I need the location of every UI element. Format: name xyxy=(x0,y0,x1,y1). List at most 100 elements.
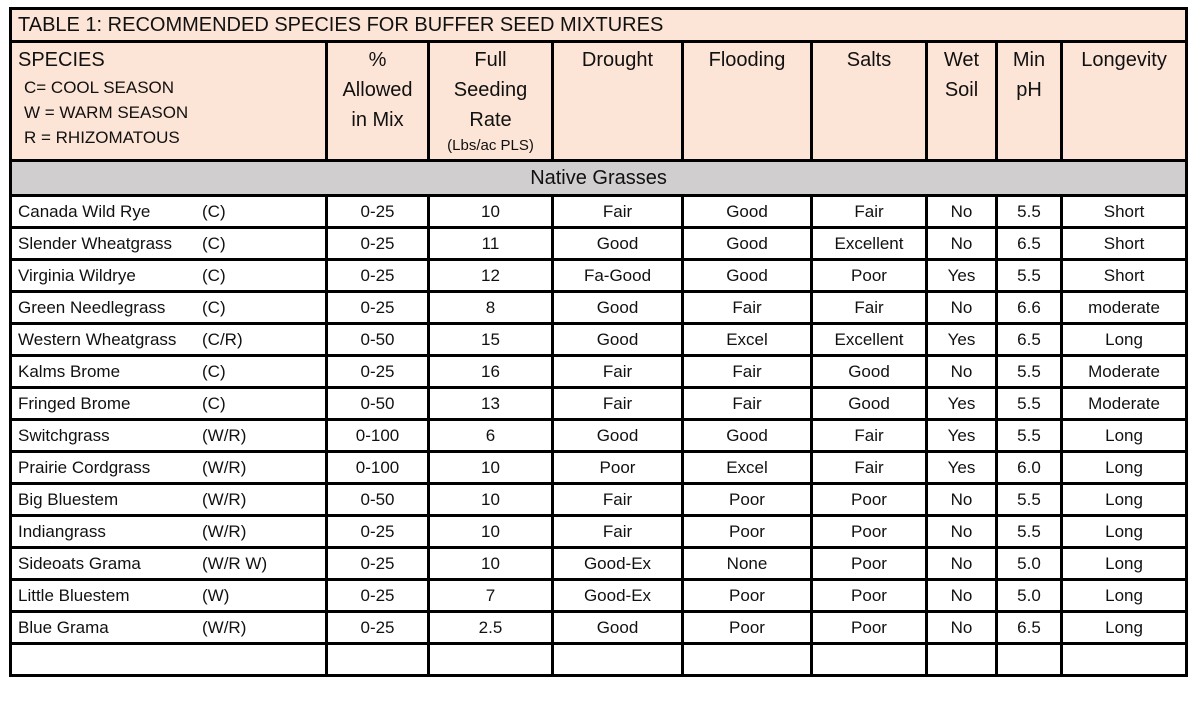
empty-cell xyxy=(325,642,430,677)
cell-rate: 10 xyxy=(427,194,554,229)
header-line: pH xyxy=(1016,79,1042,101)
header-percent-allowed: % Allowed in Mix xyxy=(325,40,430,162)
header-salts: Salts xyxy=(810,40,928,162)
cell-rate: 6 xyxy=(427,418,554,453)
species-code: (W/R) xyxy=(202,489,247,509)
empty-cell xyxy=(810,642,928,677)
cell-rate: 15 xyxy=(427,322,554,357)
species-code: (W/R) xyxy=(202,521,247,541)
cell-rate: 11 xyxy=(427,226,554,261)
table-row: Sideoats Grama (W/R W) 0-25 10 Good-Ex None Po… xyxy=(9,546,1188,581)
cell-longevity: Moderate xyxy=(1059,386,1188,421)
cell-drought: Good xyxy=(551,290,684,325)
cell-wet: Yes xyxy=(925,418,998,453)
table-row: Switchgrass (W/R) 0-100 6 Good Good Fair Yes 5.5… xyxy=(9,418,1188,453)
cell-longevity: Long xyxy=(1059,322,1188,357)
species-name: Green Needlegrass xyxy=(18,297,166,317)
cell-drought: Fair xyxy=(551,194,684,229)
table-row: Virginia Wildrye (C) 0-25 12 Fa-Good Good Poor… xyxy=(9,258,1188,293)
species-cell: Little Bluestem (W) xyxy=(9,578,328,613)
species-cell: Sideoats Grama (W/R W) xyxy=(9,546,328,581)
cell-ph: 6.0 xyxy=(995,450,1063,485)
empty-cell xyxy=(551,642,684,677)
species-name: Kalms Brome xyxy=(18,361,121,381)
table-row: Slender Wheatgrass (C) 0-25 11 Good Good Excel… xyxy=(9,226,1188,261)
section-native-grasses: Native Grasses xyxy=(8,159,1188,197)
cell-pct: 0-25 xyxy=(325,610,430,645)
species-cell: Canada Wild Rye (C) xyxy=(9,194,328,229)
cell-flooding: None xyxy=(681,546,813,581)
species-cell: Indiangrass (W/R) xyxy=(9,514,328,549)
cell-ph: 5.5 xyxy=(995,354,1063,389)
cell-flooding: Poor xyxy=(681,578,813,613)
species-code: (C) xyxy=(202,201,226,221)
cell-longevity: Moderate xyxy=(1059,354,1188,389)
cell-drought: Fair xyxy=(551,482,684,517)
cell-drought: Good xyxy=(551,418,684,453)
header-line: Wet xyxy=(943,49,980,71)
cell-pct: 0-100 xyxy=(325,418,430,453)
cell-flooding: Good xyxy=(681,258,813,293)
cell-rate: 10 xyxy=(427,546,554,581)
cell-flooding: Good xyxy=(681,418,813,453)
species-code: (W/R) xyxy=(202,457,247,477)
species-name: Indiangrass xyxy=(18,521,106,541)
cell-wet: Yes xyxy=(925,322,998,357)
header-line: Min xyxy=(1012,49,1046,71)
legend-warm: W = WARM SEASON xyxy=(24,103,189,122)
header-line: Full xyxy=(474,49,507,71)
cell-pct: 0-25 xyxy=(325,546,430,581)
species-code: (W/R) xyxy=(202,425,247,445)
empty-cell xyxy=(9,642,328,677)
species-name: Slender Wheatgrass xyxy=(18,233,173,253)
cell-drought: Good-Ex xyxy=(551,578,684,613)
cell-pct: 0-25 xyxy=(325,354,430,389)
cell-longevity: moderate xyxy=(1059,290,1188,325)
table-row: Blue Grama (W/R) 0-25 2.5 Good Poor Poor No 6.5 L… xyxy=(9,610,1188,645)
cell-pct: 0-25 xyxy=(325,578,430,613)
cell-wet: Yes xyxy=(925,258,998,293)
cell-drought: Fair xyxy=(551,386,684,421)
species-name: Virginia Wildrye xyxy=(18,265,136,285)
cell-salts: Poor xyxy=(810,258,928,293)
cell-drought: Good xyxy=(551,610,684,645)
cell-flooding: Excel xyxy=(681,322,813,357)
table-row: Fringed Brome (C) 0-50 13 Fair Fair Good Yes 5.5… xyxy=(9,386,1188,421)
cell-salts: Excellent xyxy=(810,226,928,261)
header-row: SPECIES C= COOL SEASON W = WARM SEASON R… xyxy=(9,40,1188,162)
cell-drought: Fair xyxy=(551,354,684,389)
header-seeding-rate: Full Seeding Rate (Lbs/ac PLS) xyxy=(427,40,554,162)
cell-salts: Good xyxy=(810,354,928,389)
cell-longevity: Long xyxy=(1059,418,1188,453)
cell-wet: No xyxy=(925,514,998,549)
cell-longevity: Short xyxy=(1059,194,1188,229)
species-name: Western Wheatgrass xyxy=(18,329,177,349)
empty-row xyxy=(9,642,1188,677)
cell-rate: 16 xyxy=(427,354,554,389)
cell-ph: 5.5 xyxy=(995,514,1063,549)
cell-pct: 0-100 xyxy=(325,450,430,485)
cell-flooding: Poor xyxy=(681,610,813,645)
cell-pct: 0-25 xyxy=(325,194,430,229)
species-code: (W) xyxy=(202,585,230,605)
cell-wet: No xyxy=(925,482,998,517)
cell-ph: 5.5 xyxy=(995,386,1063,421)
species-name: Prairie Cordgrass xyxy=(18,457,151,477)
species-name: Fringed Brome xyxy=(18,393,131,413)
cell-rate: 2.5 xyxy=(427,610,554,645)
table-row: Big Bluestem (W/R) 0-50 10 Fair Poor Poor No 5.5… xyxy=(9,482,1188,517)
table-row: Canada Wild Rye (C) 0-25 10 Fair Good Fair No 5.… xyxy=(9,194,1188,229)
cell-ph: 5.0 xyxy=(995,546,1063,581)
cell-salts: Excellent xyxy=(810,322,928,357)
cell-longevity: Long xyxy=(1059,514,1188,549)
cell-ph: 5.5 xyxy=(995,258,1063,293)
cell-rate: 10 xyxy=(427,514,554,549)
cell-wet: No xyxy=(925,354,998,389)
cell-drought: Poor xyxy=(551,450,684,485)
header-line: Rate xyxy=(469,109,512,131)
species-cell: Western Wheatgrass (C/R) xyxy=(9,322,328,357)
cell-ph: 5.5 xyxy=(995,418,1063,453)
species-code: (C) xyxy=(202,265,226,285)
table-row: Green Needlegrass (C) 0-25 8 Good Fair Fair No 6… xyxy=(9,290,1188,325)
cell-rate: 7 xyxy=(427,578,554,613)
